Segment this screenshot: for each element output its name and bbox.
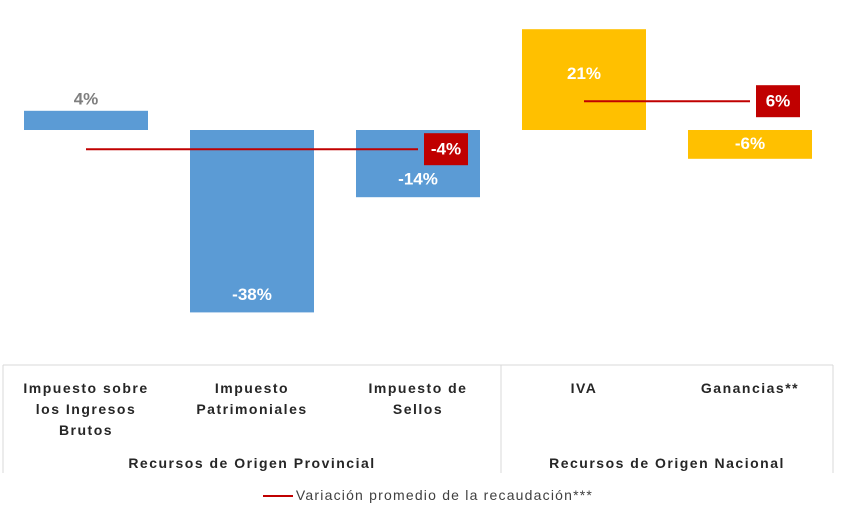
average-box <box>756 85 800 118</box>
category-label: Impuesto de Sellos <box>368 380 468 417</box>
legend: Variación promedio de la recaudación*** <box>0 487 856 503</box>
average-box <box>424 133 468 166</box>
bar <box>688 130 812 159</box>
bar <box>190 130 314 313</box>
group-label: Recursos de Origen Nacional <box>549 455 785 471</box>
category-label: Impuesto sobre los Ingresos Brutos <box>23 380 149 438</box>
value-label: 21% <box>567 64 601 83</box>
group-label: Recursos de Origen Provincial <box>128 455 376 471</box>
category-label: IVA <box>570 380 598 396</box>
value-label: 4% <box>74 89 99 108</box>
value-label: -14% <box>398 170 438 189</box>
average-label: 6% <box>766 92 791 111</box>
value-label: -6% <box>735 134 765 153</box>
value-label: -38% <box>232 285 272 304</box>
legend-swatch <box>262 495 293 498</box>
bar <box>522 29 646 131</box>
category-label: Impuesto Patrimoniales <box>196 380 308 417</box>
legend-label: Variación promedio de la recaudación*** <box>295 487 594 503</box>
average-label: -4% <box>431 140 461 159</box>
bar <box>24 110 148 130</box>
category-label: Ganancias** <box>700 380 800 396</box>
